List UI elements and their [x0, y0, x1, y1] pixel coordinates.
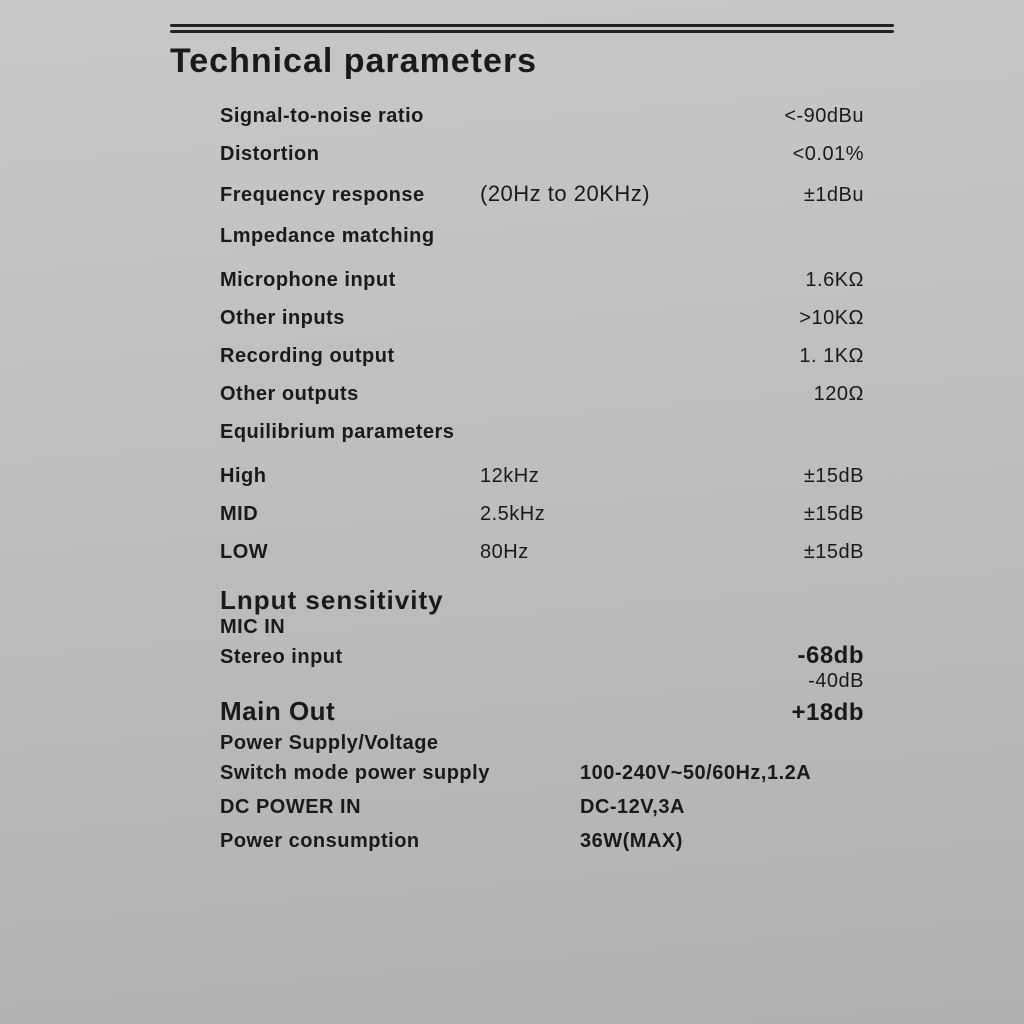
spec-value: >10KΩ: [660, 307, 904, 330]
table-row: Other inputs >10KΩ: [220, 307, 904, 345]
spec-value: ±15dB: [660, 465, 904, 488]
spec-value: ±15dB: [660, 541, 904, 564]
table-row: Stereo input -68db: [220, 642, 904, 670]
spec-label: Frequency response: [220, 184, 480, 207]
section-header: Power Supply/Voltage: [220, 732, 904, 762]
main-out-row: Main Out +18db Power Supply/Voltage: [220, 696, 904, 762]
spec-value: 1. 1KΩ: [660, 345, 904, 368]
table-row: MID 2.5kHz ±15dB: [220, 503, 904, 541]
table-row: Distortion <0.01%: [220, 143, 904, 181]
table-row: High 12kHz ±15dB: [220, 465, 904, 503]
spec-label: MIC IN: [220, 616, 480, 639]
spec-label: Equilibrium parameters: [220, 421, 904, 444]
spec-value: +18db: [660, 699, 904, 727]
spec-label: Other outputs: [220, 383, 480, 406]
spec-label: LOW: [220, 541, 480, 564]
spec-value: 100-240V~50/60Hz,1.2A: [570, 762, 974, 785]
spec-label: DC POWER IN: [220, 796, 570, 819]
table-row: Power consumption 36W(MAX): [220, 830, 974, 864]
table-row: Microphone input 1.6KΩ: [220, 269, 904, 307]
table-row: Other outputs 120Ω: [220, 383, 904, 421]
spec-label: Signal-to-noise ratio: [220, 105, 480, 128]
spec-value: -40dB: [660, 670, 904, 693]
spec-mid: 12kHz: [480, 465, 660, 488]
spec-value: <0.01%: [660, 143, 904, 166]
section-header: Lmpedance matching: [220, 225, 904, 263]
table-row: Main Out +18db: [220, 696, 904, 730]
spec-label: Microphone input: [220, 269, 480, 292]
spec-label: Power consumption: [220, 830, 570, 853]
spec-value: DC-12V,3A: [570, 796, 974, 819]
spec-value: -68db: [660, 642, 904, 670]
spec-mid: 2.5kHz: [480, 503, 660, 526]
table-row: Switch mode power supply 100-240V~50/60H…: [220, 762, 974, 796]
section-title-main-out: Main Out: [220, 696, 480, 727]
spec-value: ±15dB: [660, 503, 904, 526]
spec-label: Switch mode power supply: [220, 762, 570, 785]
table-row: LOW 80Hz ±15dB: [220, 541, 904, 579]
spec-mid: 80Hz: [480, 541, 660, 564]
spec-value: <-90dBu: [660, 105, 904, 128]
spec-label: Other inputs: [220, 307, 480, 330]
spec-label: Lmpedance matching: [220, 225, 904, 248]
table-row: Frequency response (20Hz to 20KHz) ±1dBu: [220, 181, 904, 219]
table-row: -40dB: [220, 670, 904, 696]
table-row: Recording output 1. 1KΩ: [220, 345, 904, 383]
table-row: DC POWER IN DC-12V,3A: [220, 796, 974, 830]
spec-label: High: [220, 465, 480, 488]
table-row: Signal-to-noise ratio <-90dBu: [220, 105, 904, 143]
spec-label: Distortion: [220, 143, 480, 166]
spec-value: 36W(MAX): [570, 830, 974, 853]
spec-label: MID: [220, 503, 480, 526]
horizontal-rule: [170, 24, 894, 34]
spec-table: Signal-to-noise ratio <-90dBu Distortion…: [220, 105, 904, 579]
spec-label: Recording output: [220, 345, 480, 368]
page-title: Technical parameters: [170, 42, 974, 81]
spec-value: 1.6KΩ: [660, 269, 904, 292]
section-header: Equilibrium parameters: [220, 421, 904, 459]
spec-value: 120Ω: [660, 383, 904, 406]
spec-mid: (20Hz to 20KHz): [480, 181, 660, 207]
table-row: MIC IN: [220, 616, 904, 642]
spec-label: Stereo input: [220, 646, 480, 669]
spec-label: Power Supply/Voltage: [220, 732, 904, 755]
spec-value: ±1dBu: [660, 184, 904, 207]
section-title-input-sensitivity: Lnput sensitivity: [220, 585, 974, 616]
input-sensitivity-block: MIC IN Stereo input -68db -40dB: [220, 616, 904, 696]
document-page: Technical parameters Signal-to-noise rat…: [0, 0, 1024, 1024]
